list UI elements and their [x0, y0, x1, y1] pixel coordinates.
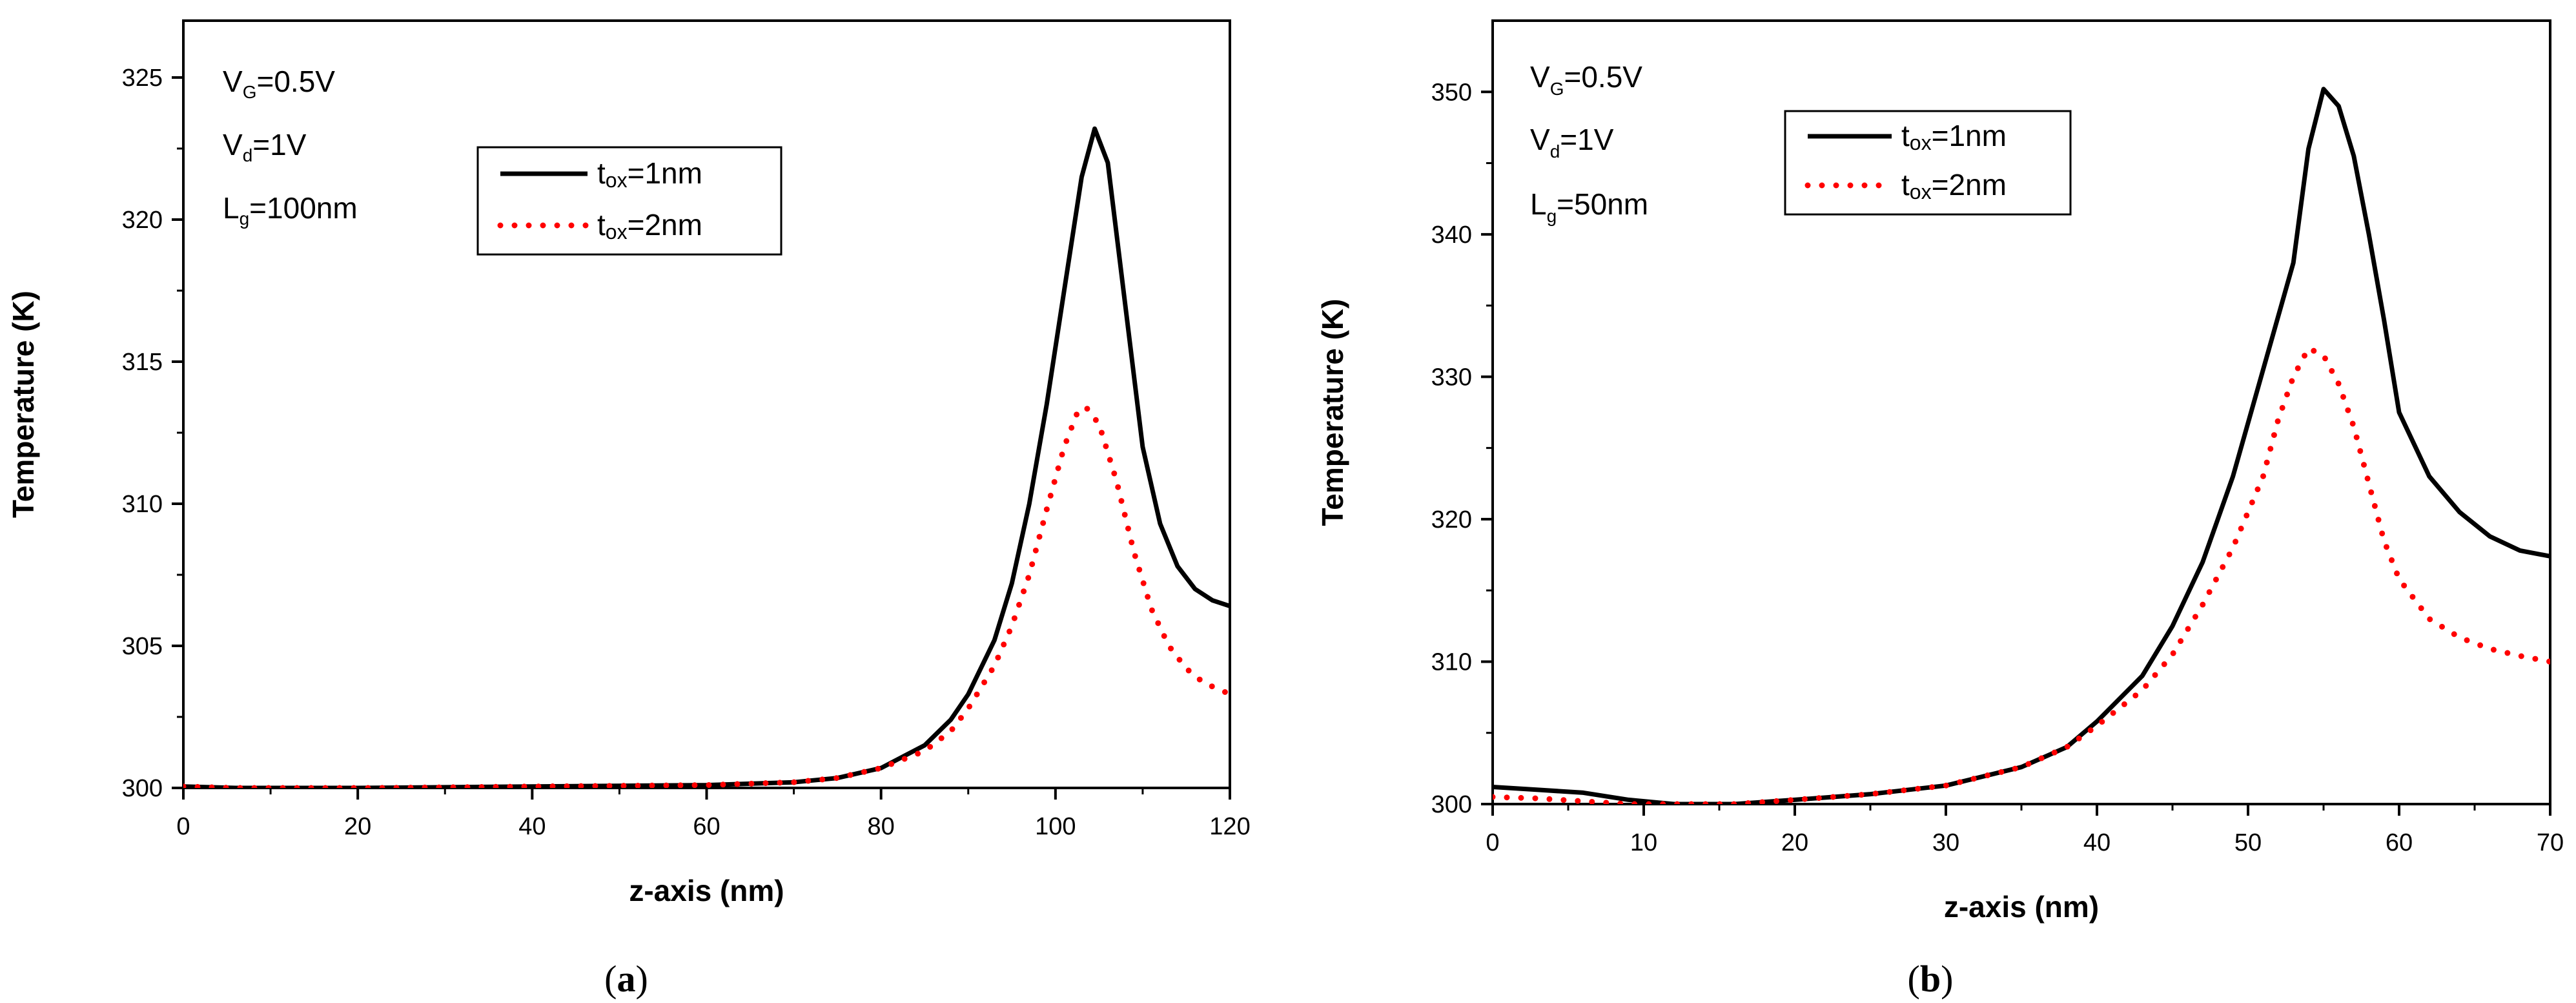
legend-entry: tox=1nm [1901, 119, 2007, 154]
x-tick-label: 20 [344, 813, 371, 840]
x-axis-label: z-axis (nm) [629, 874, 784, 907]
plot-frame [182, 19, 1231, 789]
series-line-tox-1nm [1493, 87, 2550, 804]
y-tick-label: 305 [122, 633, 163, 660]
x-tick-label: 60 [693, 813, 720, 840]
y-tick-label: 340 [1431, 222, 1472, 249]
x-tick-label: 40 [518, 813, 546, 840]
condition-annotation: Vd=1V [1530, 123, 1614, 161]
condition-annotation: VG=0.5V [223, 65, 335, 102]
x-tick-label: 0 [176, 813, 190, 840]
x-tick-label: 100 [1035, 813, 1076, 840]
x-tick-label: 30 [1932, 829, 1959, 856]
condition-annotation: Lg=100nm [223, 191, 358, 229]
panel-caption: (b) [1908, 958, 1954, 1000]
y-tick-label: 315 [122, 349, 163, 376]
x-tick-label: 40 [2083, 829, 2111, 856]
condition-annotation: Vd=1V [223, 128, 307, 165]
x-tick-label: 60 [2386, 829, 2413, 856]
y-tick-label: 300 [122, 775, 163, 802]
x-tick-label: 70 [2537, 829, 2564, 856]
condition-annotation: Lg=50nm [1530, 187, 1648, 226]
chart-panel-b: 0 10 20 30 40 50 60 70 300 310 320 330 340 350 z-axis … [1316, 19, 2564, 1000]
y-tick-label: 320 [122, 207, 163, 234]
y-tick-label: 320 [1431, 506, 1472, 533]
x-tick-label: 10 [1630, 829, 1657, 856]
y-tick-label: 325 [122, 65, 163, 92]
x-axis-label: z-axis (nm) [1944, 890, 2099, 924]
x-tick-label: 120 [1209, 813, 1250, 840]
x-tick-label: 0 [1486, 829, 1499, 856]
y-tick-label: 350 [1431, 79, 1472, 106]
condition-annotation: VG=0.5V [1530, 60, 1642, 99]
x-tick-label: 80 [868, 813, 895, 840]
legend-entry: tox=2nm [1901, 168, 2007, 203]
series-line-tox-2nm [183, 404, 1230, 788]
chart-panel-a: 0 20 40 60 80 100 120 300 305 310 315 320 325 z-axis … [6, 19, 1251, 1000]
legend-entry: tox=1nm [597, 156, 702, 192]
y-tick-label: 310 [122, 491, 163, 518]
legend-entry: tox=2nm [597, 208, 702, 243]
y-axis-label: Temperature (K) [1316, 299, 1349, 526]
y-tick-label: 330 [1431, 364, 1472, 391]
x-tick-label: 20 [1781, 829, 1808, 856]
legend-box [1784, 110, 2072, 216]
series-line-tox-2nm [1493, 345, 2550, 804]
y-tick-label: 310 [1431, 648, 1472, 676]
y-axis-label: Temperature (K) [6, 291, 40, 518]
y-tick-label: 300 [1431, 791, 1472, 818]
x-tick-label: 50 [2234, 829, 2262, 856]
legend-box [476, 146, 782, 256]
panel-caption: (a) [604, 958, 648, 1000]
